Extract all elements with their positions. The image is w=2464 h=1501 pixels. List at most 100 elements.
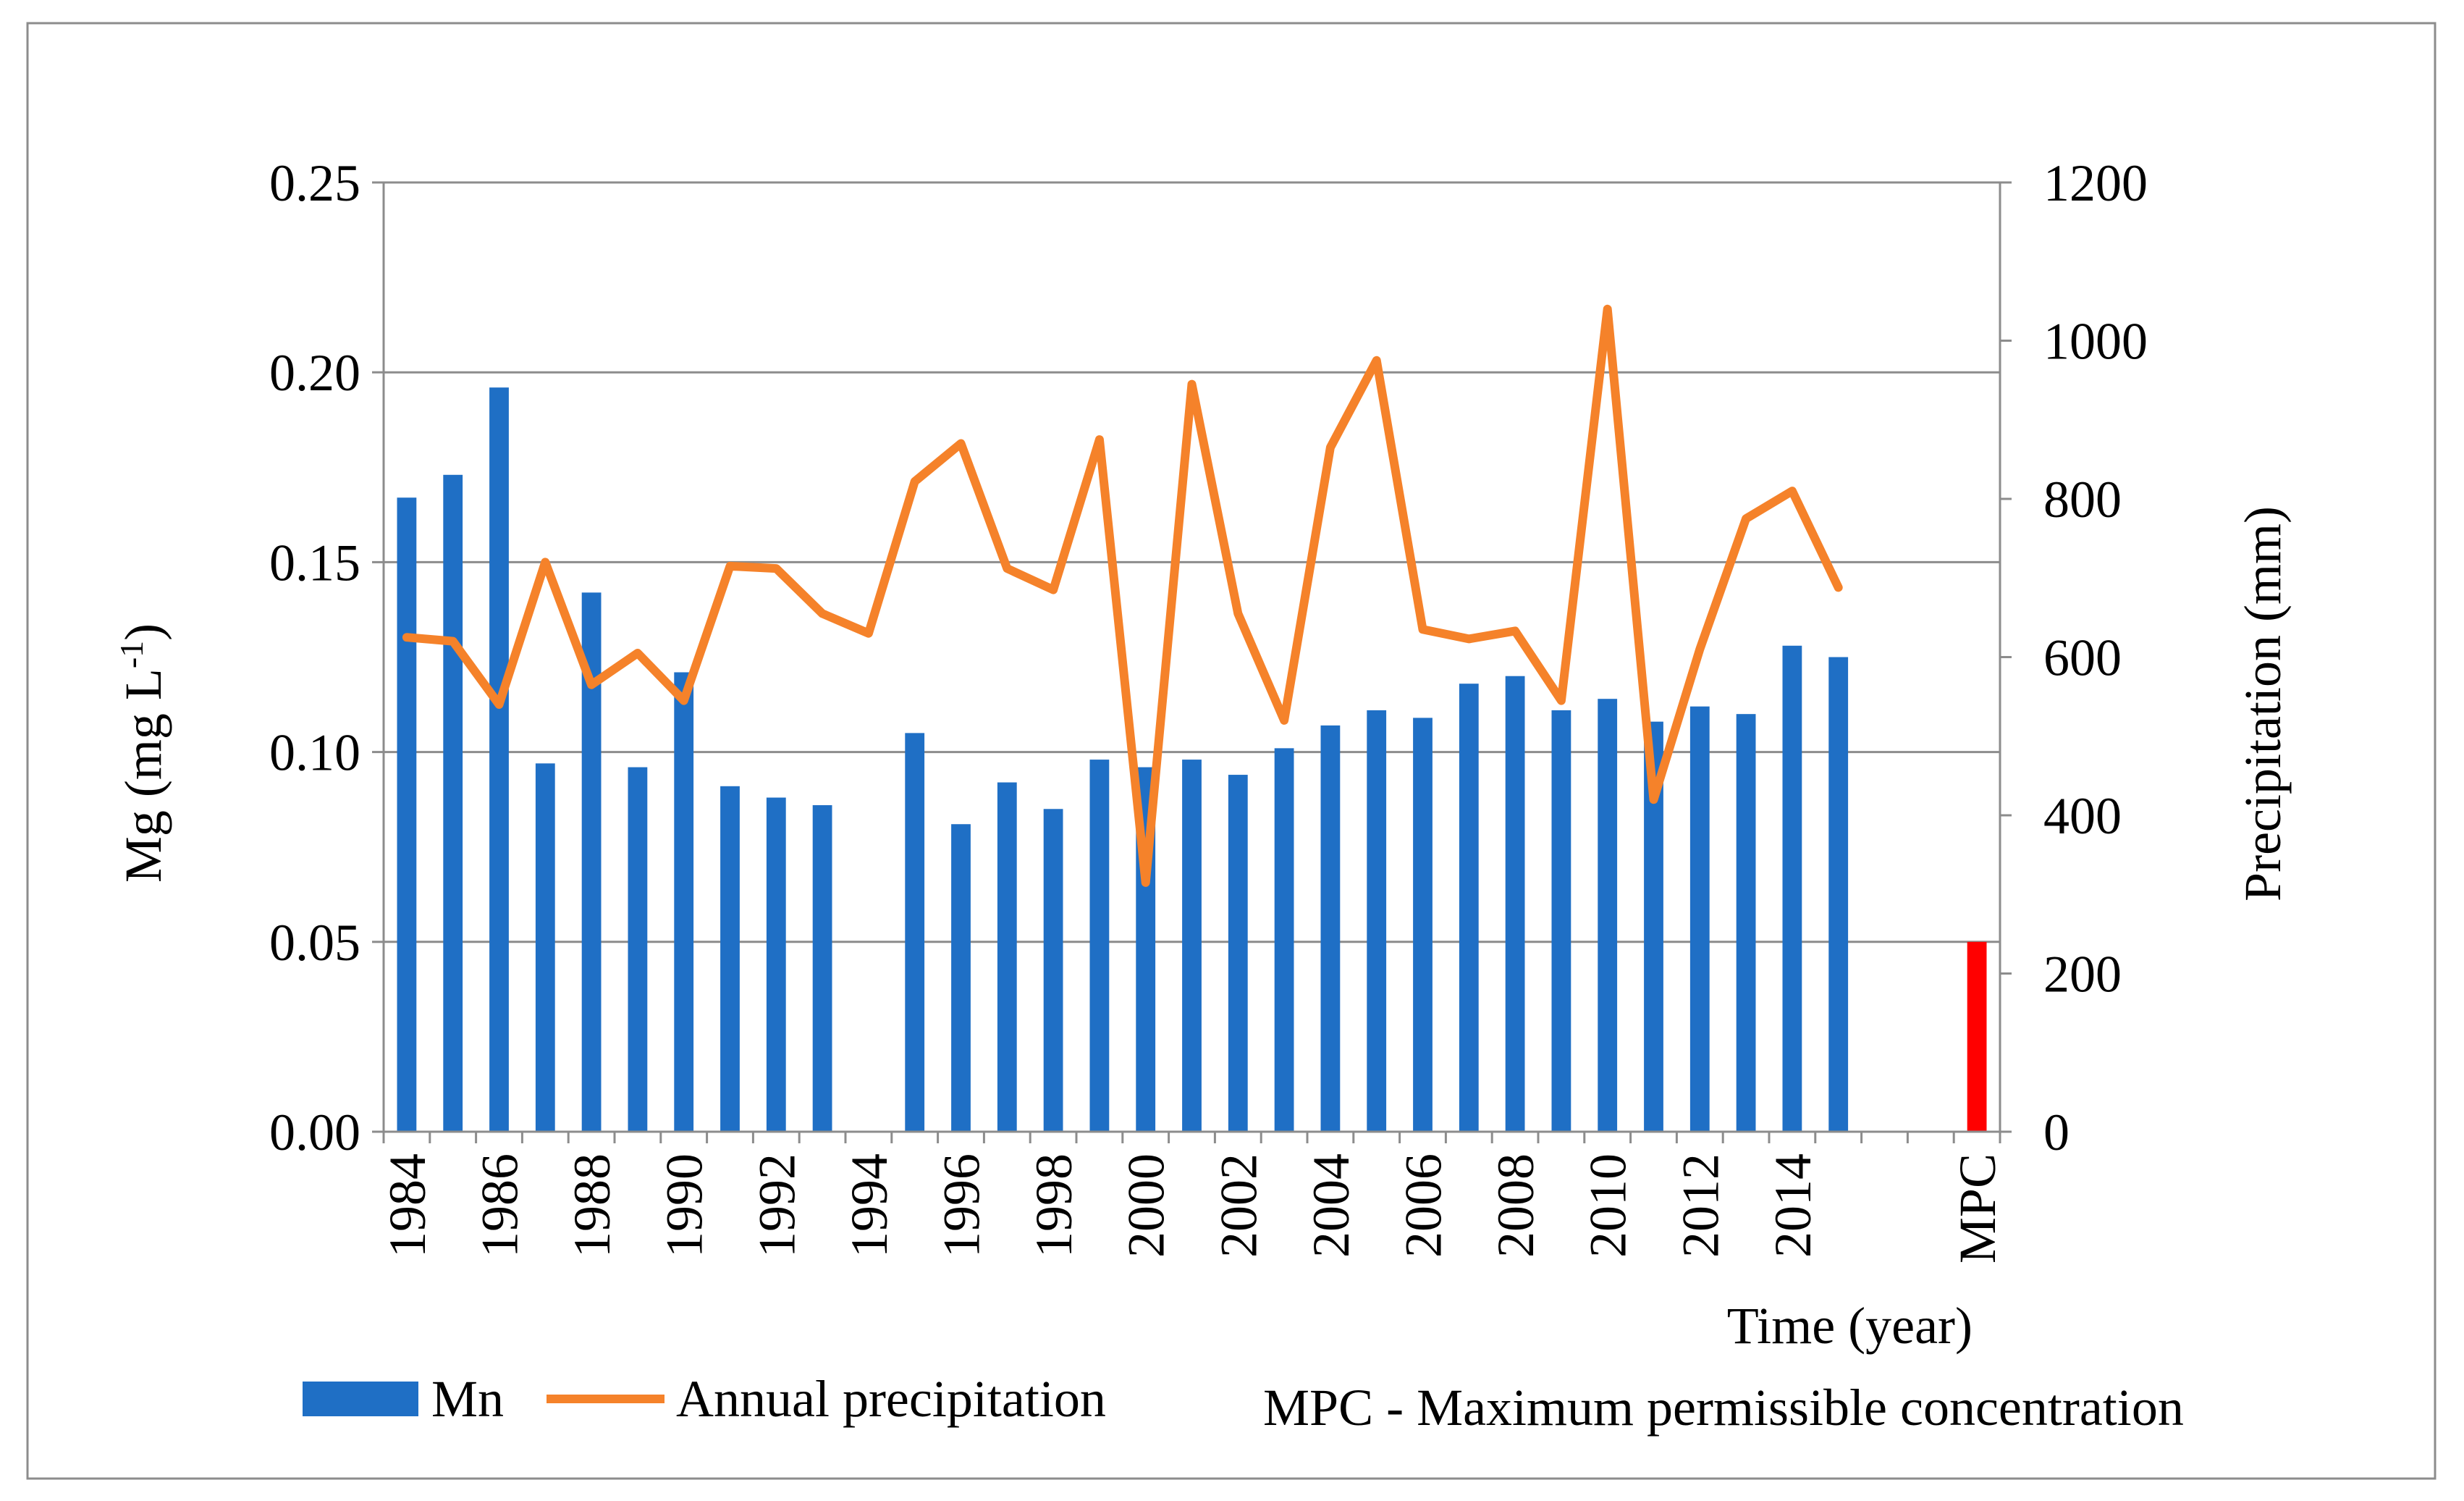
x-tick-label: 2010 [1579, 1153, 1637, 1258]
precipitation-point [683, 699, 685, 702]
bar-mn [1828, 657, 1849, 1132]
x-tick-label: 1986 [471, 1153, 529, 1258]
y-right-tick-label: 400 [2043, 787, 2122, 845]
y-axis-right-label: Precipitation (mm) [2234, 506, 2292, 901]
bar-mn [951, 824, 971, 1132]
bar-mn [1320, 725, 1341, 1132]
legend: Mn Annual precipitation MPC - Maximum pe… [303, 1370, 2184, 1437]
precipitation-point [867, 632, 869, 634]
x-axis-label: Time (year) [1727, 1297, 1973, 1355]
bars-mn [397, 387, 1987, 1132]
precipitation-point [775, 568, 777, 570]
bar-mn [1782, 645, 1802, 1132]
precipitation-point [1329, 446, 1331, 448]
y-right-tick-label: 800 [2043, 471, 2122, 529]
bar-mn [997, 782, 1017, 1132]
bar-mn [1459, 684, 1479, 1132]
x-tick-label: 1990 [656, 1153, 714, 1258]
precipitation-point [1052, 589, 1055, 591]
precipitation-point [1514, 630, 1516, 632]
bar-mn [489, 387, 509, 1132]
bar-mn [1367, 710, 1387, 1132]
precipitation-point [1375, 359, 1377, 361]
bar-mn [535, 763, 555, 1132]
bar-mn [1505, 676, 1525, 1132]
precipitation-point [1837, 586, 1839, 589]
precipitation-point [1283, 719, 1286, 721]
precipitation-point [822, 613, 824, 615]
tick-labels: 0.00 0.05 0.10 0.15 0.20 0.25 0 200 400 600 800 100… [269, 154, 2148, 1264]
bar-mn [1089, 760, 1110, 1132]
x-tick-label: 2000 [1118, 1153, 1176, 1258]
y-left-tick-label: 0.25 [269, 154, 360, 212]
x-tick-label: 1992 [748, 1153, 806, 1258]
bar-mn [1413, 718, 1433, 1132]
precipitation-point [1237, 613, 1239, 615]
bar-mn [1043, 809, 1063, 1132]
precipitation-point [1606, 308, 1608, 310]
precipitation-point [452, 640, 454, 642]
precipitation-point [1098, 439, 1100, 441]
precipitation-point [636, 652, 638, 655]
precipitation-point [1699, 648, 1701, 650]
y-left-tick-label: 0.10 [269, 724, 360, 782]
x-tick-label: 1996 [933, 1153, 991, 1258]
line-annual-precipitation [402, 304, 1843, 887]
x-tick-label: 2014 [1764, 1153, 1822, 1258]
x-tick-label: 1998 [1025, 1153, 1083, 1258]
bar-mn [1274, 748, 1294, 1132]
x-tick-label: 2006 [1395, 1153, 1453, 1258]
bar-mn [720, 786, 740, 1132]
y-right-tick-label: 0 [2043, 1103, 2069, 1161]
legend-swatch-mn [303, 1382, 418, 1416]
precipitation-point [729, 565, 731, 567]
gridlines [384, 181, 2000, 943]
precipitation-point [405, 636, 408, 639]
precipitation-point [544, 561, 547, 563]
legend-label-precip: Annual precipitation [676, 1370, 1106, 1428]
x-tick-label: 1994 [840, 1153, 898, 1258]
bar-mn [1228, 775, 1248, 1132]
y-right-tick-label: 1200 [2043, 154, 2148, 212]
x-tick-label: 2002 [1210, 1153, 1267, 1258]
bar-mn [766, 797, 786, 1132]
y-left-tick-label: 0.15 [269, 534, 360, 592]
x-tick-label: 2004 [1302, 1153, 1360, 1258]
chart-frame [26, 22, 2436, 1480]
precipitation-point [1791, 490, 1793, 492]
y-right-tick-label: 200 [2043, 946, 2122, 1004]
bar-mn [443, 474, 463, 1132]
bar-mn [1598, 699, 1618, 1132]
y-left-tick-label: 0.05 [269, 914, 360, 972]
bar-mn [1736, 714, 1756, 1132]
y-left-tick-label: 0.20 [269, 344, 360, 402]
precipitation-point [1468, 638, 1470, 640]
precipitation-point [498, 704, 500, 706]
x-tick-label: 1984 [379, 1153, 436, 1258]
x-tick-label: MPC [1949, 1153, 2007, 1264]
bar-mpc [1967, 941, 1987, 1132]
precipitation-point [1745, 518, 1747, 520]
precipitation-point [1653, 799, 1655, 801]
precipitation-point [591, 684, 593, 686]
precipitation-point [1422, 628, 1424, 631]
precipitation-point [914, 480, 916, 482]
y-axis-left-label: Mg (mg L-1) [113, 623, 173, 883]
legend-label-mn: Mn [431, 1370, 504, 1428]
y-left-tick-label: 0.00 [269, 1103, 360, 1161]
precipitation-point [1560, 699, 1562, 702]
bar-mn [905, 733, 925, 1132]
y-right-tick-label: 1000 [2043, 313, 2148, 371]
precipitation-point [1191, 383, 1193, 385]
bar-mn [1689, 706, 1710, 1132]
bar-mn [628, 767, 648, 1132]
precipitation-point [1144, 881, 1147, 883]
precipitation-point [960, 442, 962, 445]
x-tick-label: 1988 [563, 1153, 621, 1258]
y-right-tick-label: 600 [2043, 629, 2122, 687]
x-tick-label: 2012 [1671, 1153, 1729, 1258]
precipitation-point [1006, 568, 1008, 570]
bar-mn [1551, 710, 1571, 1132]
bar-mn [1182, 760, 1202, 1132]
